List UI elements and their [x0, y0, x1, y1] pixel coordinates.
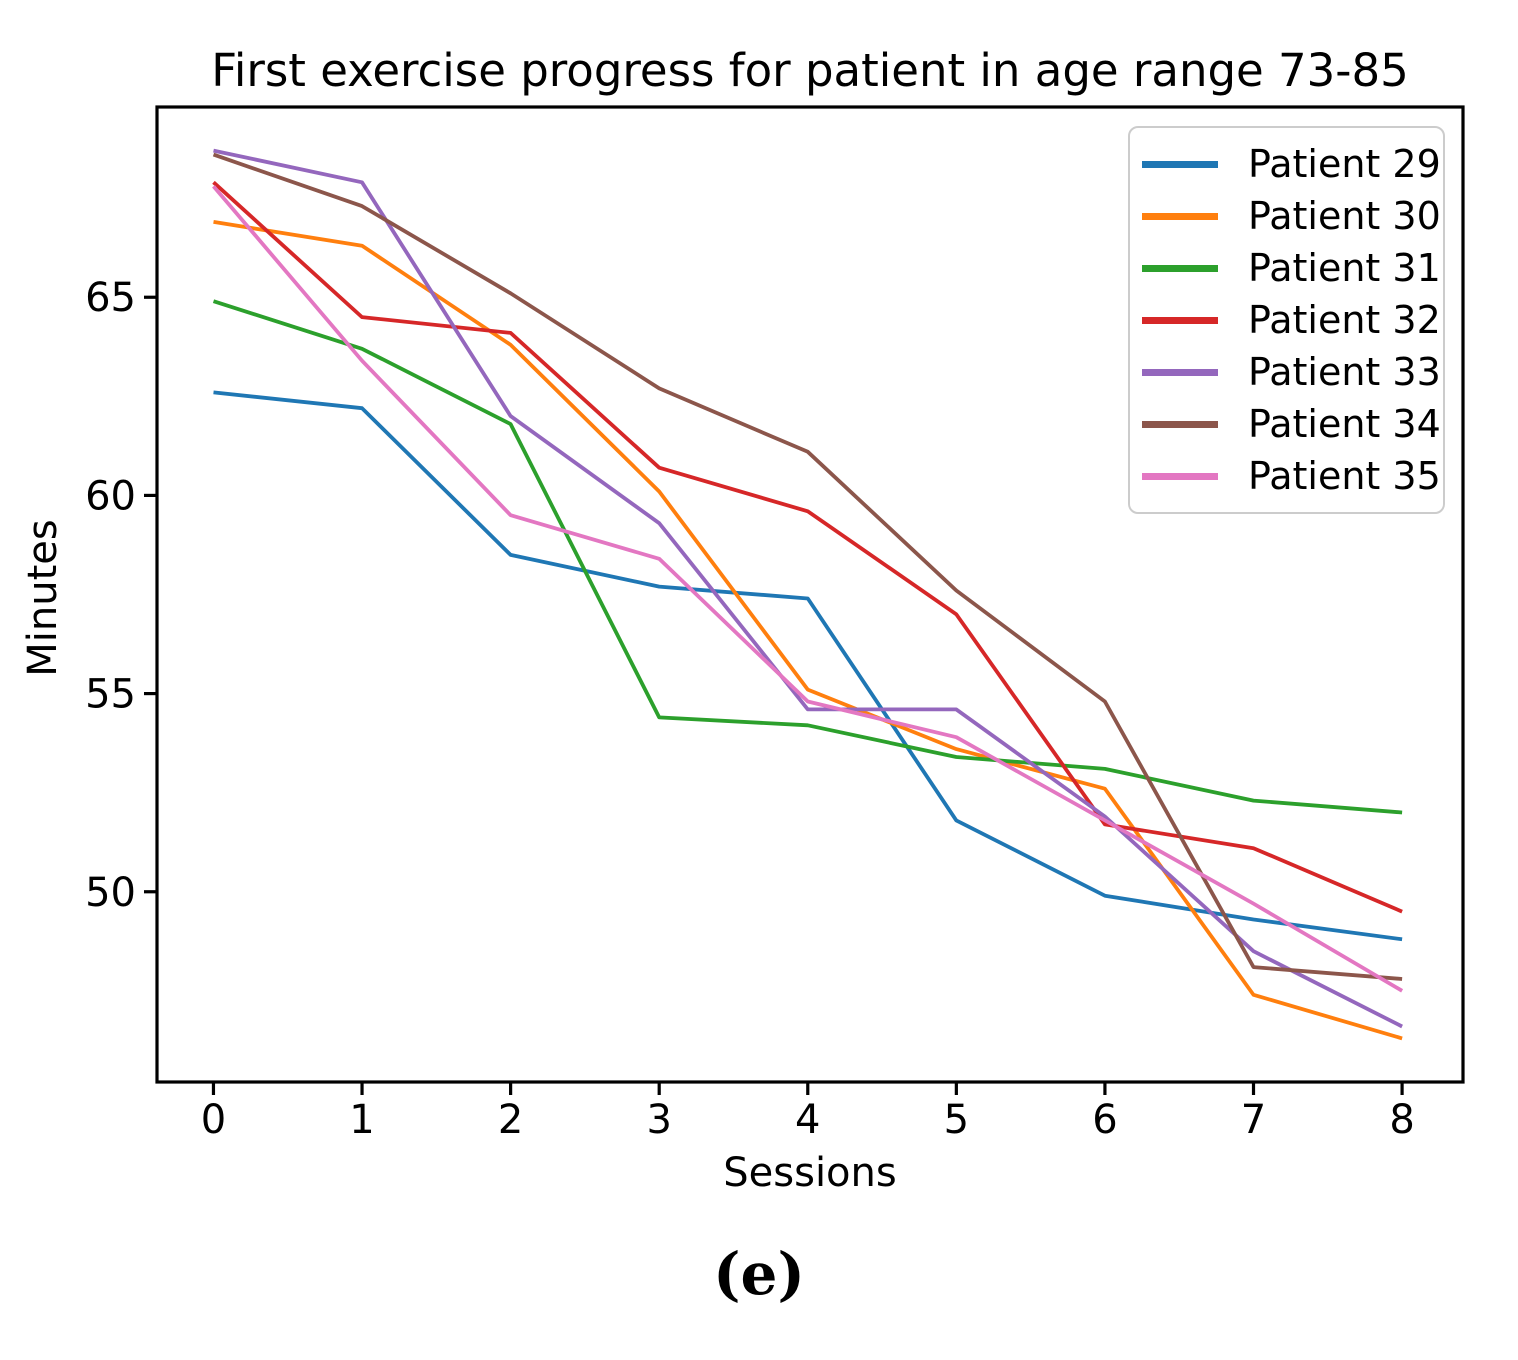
legend-line-swatch: [1142, 420, 1218, 428]
series-line-patient-31: [212, 299, 1403, 815]
legend-label: Patient 29: [1248, 142, 1441, 186]
series-line-patient-33: [213, 148, 1403, 1029]
legend-label: Patient 33: [1248, 350, 1441, 394]
legend-item-patient-33: Patient 33: [1130, 350, 1443, 394]
legend-label: Patient 32: [1248, 298, 1441, 342]
x-tick-label: 3: [646, 1097, 671, 1143]
legend-box: Patient 29 Patient 30 Patient 31 Patient 32…: [1128, 126, 1445, 514]
legend-line-swatch: [1142, 316, 1218, 324]
legend-item-patient-32: Patient 32: [1130, 298, 1443, 342]
y-tick-label: 50: [85, 870, 136, 916]
chart-title: First exercise progress for patient in a…: [211, 44, 1409, 97]
y-tick-label: 55: [85, 672, 136, 718]
legend-label: Patient 34: [1248, 402, 1441, 446]
y-axis-label: Minutes: [20, 519, 66, 677]
series-line-patient-32: [212, 180, 1403, 914]
legend-label: Patient 35: [1248, 454, 1441, 498]
series-line-patient-29: [213, 390, 1403, 942]
legend-line-swatch: [1142, 472, 1218, 480]
legend-line-swatch: [1142, 212, 1218, 220]
legend-item-patient-30: Patient 30: [1130, 194, 1443, 238]
x-tick-label: 4: [795, 1097, 820, 1143]
legend-label: Patient 31: [1248, 246, 1441, 290]
legend-item-patient-31: Patient 31: [1130, 246, 1443, 290]
legend-item-patient-34: Patient 34: [1130, 402, 1443, 446]
subfigure-caption: (e): [713, 1240, 805, 1308]
x-tick-label: 0: [201, 1097, 226, 1143]
legend-item-patient-35: Patient 35: [1130, 454, 1443, 498]
legend-line-swatch: [1142, 264, 1218, 272]
y-tick-label: 65: [85, 275, 136, 321]
x-tick-label: 7: [1241, 1097, 1266, 1143]
legend-label: Patient 30: [1248, 194, 1441, 238]
legend-item-patient-29: Patient 29: [1130, 142, 1443, 186]
plot-border: [155, 105, 1465, 1084]
series-line-patient-30: [213, 220, 1403, 1041]
legend-line-swatch: [1142, 368, 1218, 376]
x-tick-label: 5: [944, 1097, 969, 1143]
y-tick-label: 60: [85, 473, 136, 519]
series-line-patient-34: [212, 152, 1403, 981]
series-line-patient-35: [212, 185, 1404, 993]
x-tick-label: 2: [498, 1097, 523, 1143]
x-tick-label: 1: [349, 1097, 374, 1143]
x-tick-label: 6: [1092, 1097, 1117, 1143]
x-tick-label: 8: [1389, 1097, 1414, 1143]
legend-line-swatch: [1142, 160, 1218, 168]
x-axis-label: Sessions: [723, 1150, 897, 1196]
